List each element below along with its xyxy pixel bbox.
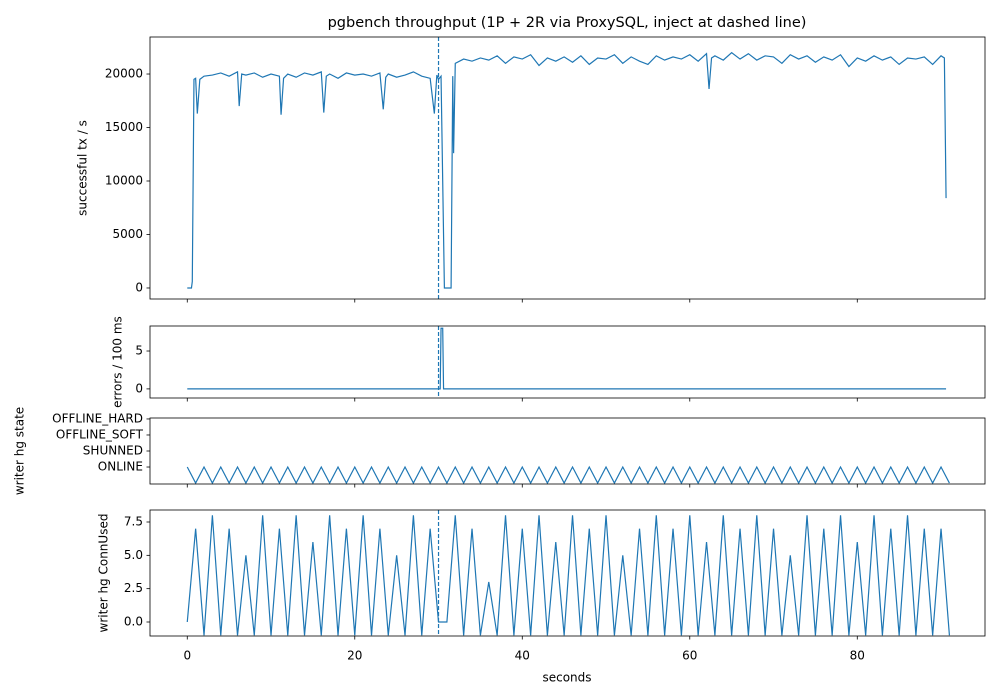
y-tick-label: OFFLINE_HARD bbox=[52, 411, 143, 425]
y-tick-label: 15000 bbox=[105, 120, 143, 134]
x-tick-label: 0 bbox=[183, 649, 191, 663]
y-tick-label: 5.0 bbox=[124, 548, 143, 562]
y-tick-label: 20000 bbox=[105, 67, 143, 81]
data-line bbox=[187, 327, 947, 390]
y-tick-label: SHUNNED bbox=[83, 444, 143, 458]
y-tick-label: 0 bbox=[135, 381, 143, 395]
y-tick-label: ONLINE bbox=[98, 460, 143, 474]
y-axis-label: successful tx / s bbox=[76, 120, 90, 216]
data-line bbox=[186, 465, 950, 485]
x-axis-label: seconds bbox=[542, 671, 591, 685]
axes-frame bbox=[149, 417, 986, 485]
chart-title: pgbench throughput (1P + 2R via ProxySQL… bbox=[328, 15, 807, 31]
y-tick-label: OFFLINE_SOFT bbox=[56, 427, 144, 441]
y-axis-label: writer hg ConnUsed bbox=[97, 514, 111, 633]
y-tick-label: 2.5 bbox=[124, 581, 143, 595]
y-tick-label: 7.5 bbox=[124, 515, 143, 529]
x-tick-label: 20 bbox=[347, 649, 362, 663]
y-tick-label: 10000 bbox=[105, 173, 143, 187]
axes-frame bbox=[149, 36, 986, 300]
x-tick-label: 40 bbox=[515, 649, 530, 663]
y-axis-label: writer hg state bbox=[13, 407, 27, 495]
y-axis-label: errors / 100 ms bbox=[111, 316, 125, 408]
y-tick-label: 0.0 bbox=[124, 615, 143, 629]
axes-frame bbox=[149, 325, 986, 399]
data-line bbox=[186, 515, 951, 636]
y-tick-label: 0 bbox=[135, 280, 143, 294]
y-tick-label: 5 bbox=[135, 344, 143, 358]
x-tick-label: 60 bbox=[682, 649, 697, 663]
axes-frame bbox=[149, 509, 986, 637]
x-tick-label: 80 bbox=[850, 649, 865, 663]
data-line bbox=[187, 51, 947, 289]
y-tick-label: 5000 bbox=[112, 227, 143, 241]
